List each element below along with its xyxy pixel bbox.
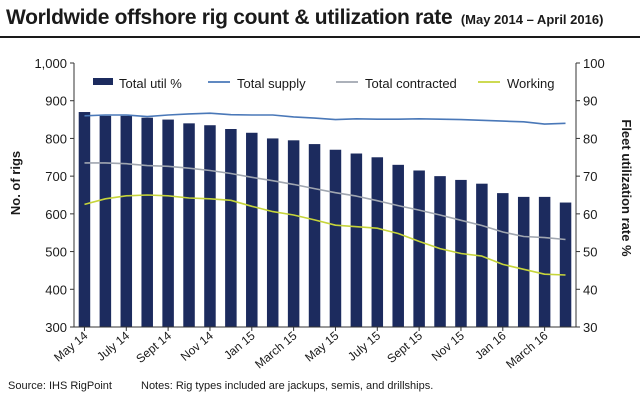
x-tick-label: Nov 14 <box>178 328 216 363</box>
legend-label-util: Total util % <box>119 76 182 91</box>
total-contracted-line <box>84 162 566 241</box>
left-tick-label: 800 <box>45 131 67 146</box>
util-bar <box>141 117 153 327</box>
total-supply-line <box>84 112 566 125</box>
util-bar <box>517 196 530 327</box>
right-tick-label: 80 <box>583 131 597 146</box>
chart-title: Worldwide offshore rig count & utilizati… <box>6 6 453 29</box>
x-tick-label: Sept 15 <box>384 328 425 366</box>
left-tick-label: 900 <box>45 94 67 109</box>
util-bar <box>434 176 446 327</box>
util-bar <box>204 125 216 327</box>
chart-subtitle: (May 2014 – April 2016) <box>460 12 604 27</box>
legend-label-supply: Total supply <box>237 76 306 91</box>
right-tick-label: 100 <box>583 56 605 71</box>
right-tick-label: 90 <box>583 94 597 109</box>
y-axis-label-left: No. of rigs <box>8 151 23 215</box>
footer: Source: IHS RigPoint Notes: Rig types in… <box>8 380 433 392</box>
notes-text: Notes: Rig types included are jackups, s… <box>141 380 434 392</box>
left-tick-label: 700 <box>45 169 67 184</box>
util-bar <box>246 132 258 327</box>
left-tick-label: 300 <box>45 320 67 335</box>
util-bar <box>287 140 300 327</box>
x-tick-label: Sept 14 <box>133 328 174 366</box>
right-tick-label: 70 <box>583 169 597 184</box>
util-bar <box>266 138 279 327</box>
legend-label-working: Working <box>507 76 554 91</box>
util-bar <box>225 129 237 327</box>
y-axis-label-right: Fleet utilization rate % <box>619 119 634 257</box>
right-axis-ticks: 30 40 50 60 70 80 90 100 <box>576 56 605 335</box>
right-tick-label: 60 <box>583 207 597 222</box>
left-tick-label: 500 <box>45 245 67 260</box>
util-bar <box>350 153 363 327</box>
right-tick-label: 30 <box>583 320 597 335</box>
legend-label-contracted: Total contracted <box>365 76 457 91</box>
x-tick-label: July 15 <box>345 328 383 363</box>
util-bar <box>497 193 509 327</box>
series-lines <box>84 112 566 276</box>
left-axis-ticks: 300 400 500 600 700 800 900 1,000 <box>34 56 74 335</box>
rig-count-chart: 300 400 500 600 700 800 900 1,000 30 40 50 60 70 80 9… <box>8 56 634 371</box>
util-bar <box>162 119 174 327</box>
util-bar <box>99 115 112 327</box>
x-tick-label: May 15 <box>302 328 341 364</box>
util-bar <box>329 149 342 327</box>
util-bars <box>78 112 572 328</box>
title-block: Worldwide offshore rig count & utilizati… <box>6 6 634 30</box>
axes <box>73 63 577 328</box>
left-tick-label: 1,000 <box>34 56 67 71</box>
source-note: Source: IHS RigPoint <box>8 380 112 392</box>
util-bar <box>392 164 404 327</box>
util-bar <box>308 144 321 327</box>
x-tick-label: March 16 <box>503 328 551 371</box>
left-tick-label: 600 <box>45 207 67 222</box>
x-tick-label: July 14 <box>94 328 132 363</box>
util-bar <box>413 170 425 327</box>
working-line <box>84 194 566 276</box>
x-tick-label: March 15 <box>252 328 300 371</box>
title-divider <box>0 36 640 38</box>
left-tick-label: 400 <box>45 282 67 297</box>
util-bar <box>120 115 133 327</box>
util-bar <box>183 123 195 327</box>
x-tick-label: Nov 15 <box>429 328 467 363</box>
legend-swatch-util <box>93 78 113 85</box>
util-bar <box>538 196 551 327</box>
x-tick-label: Jan 16 <box>472 328 509 362</box>
util-bar <box>559 202 572 327</box>
x-tick-label: Jan 15 <box>221 328 258 362</box>
util-bar <box>371 157 384 327</box>
util-bar <box>78 112 91 328</box>
right-tick-label: 50 <box>583 245 597 260</box>
right-tick-label: 40 <box>583 282 597 297</box>
legend: Total util % Total supply Total contracted… <box>93 76 554 91</box>
